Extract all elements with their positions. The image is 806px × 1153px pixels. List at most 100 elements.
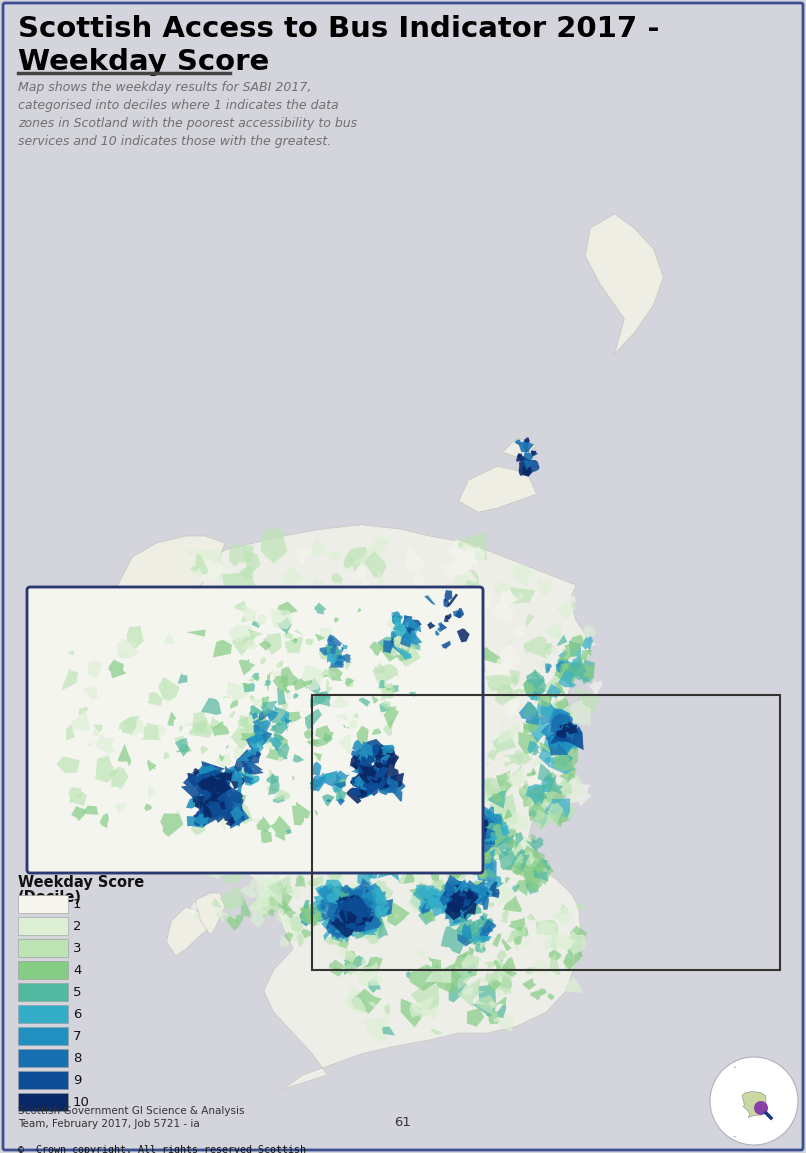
Polygon shape [516,880,530,896]
Polygon shape [335,656,346,665]
Polygon shape [457,628,470,642]
Polygon shape [375,906,388,917]
Polygon shape [555,737,567,746]
Polygon shape [284,932,293,942]
Polygon shape [339,672,356,688]
Polygon shape [461,886,488,906]
Polygon shape [350,769,377,786]
Polygon shape [274,684,300,703]
Text: Map shows the weekday results for SABI 2017,
categorised into deciles where 1 in: Map shows the weekday results for SABI 2… [18,81,357,148]
Polygon shape [322,849,334,862]
Polygon shape [526,966,536,974]
Polygon shape [375,812,384,819]
Polygon shape [332,745,350,756]
Polygon shape [334,737,354,754]
Polygon shape [461,850,481,872]
Polygon shape [207,792,214,797]
Polygon shape [222,864,246,884]
Polygon shape [342,805,368,830]
Polygon shape [300,744,326,768]
Polygon shape [226,681,251,702]
Polygon shape [511,851,530,872]
Polygon shape [490,880,516,903]
Polygon shape [356,897,368,909]
Polygon shape [563,642,580,657]
Polygon shape [222,799,236,814]
Polygon shape [534,809,553,831]
Polygon shape [351,691,372,709]
Polygon shape [534,817,550,827]
Polygon shape [492,793,502,804]
Polygon shape [443,835,455,850]
Polygon shape [380,903,391,918]
Polygon shape [363,925,372,939]
Polygon shape [344,665,353,679]
Polygon shape [193,820,199,826]
Polygon shape [505,756,511,763]
Polygon shape [450,897,468,911]
Polygon shape [556,730,567,739]
Polygon shape [359,764,375,779]
Polygon shape [462,796,469,806]
Polygon shape [336,787,348,801]
Polygon shape [342,856,354,873]
Polygon shape [403,819,431,844]
Polygon shape [480,829,494,843]
Polygon shape [193,911,200,920]
Polygon shape [235,723,247,741]
Polygon shape [347,906,364,929]
Polygon shape [392,624,402,636]
Polygon shape [299,812,310,828]
Polygon shape [454,683,484,722]
Polygon shape [332,782,346,789]
Polygon shape [235,686,270,700]
Polygon shape [239,749,254,767]
Polygon shape [435,794,446,807]
Polygon shape [234,800,260,823]
Polygon shape [310,844,330,872]
Polygon shape [361,924,370,932]
Polygon shape [476,821,496,841]
Text: (Decile): (Decile) [18,890,82,905]
Polygon shape [481,918,493,927]
Polygon shape [347,685,363,698]
Polygon shape [380,754,390,764]
Polygon shape [473,857,486,867]
Polygon shape [325,914,337,933]
Polygon shape [456,904,469,922]
Polygon shape [359,789,368,799]
Polygon shape [343,955,366,975]
Polygon shape [377,755,397,771]
Polygon shape [564,958,575,970]
Polygon shape [367,745,382,759]
Polygon shape [238,771,243,792]
Polygon shape [483,673,517,691]
Polygon shape [562,725,571,732]
Polygon shape [350,924,360,933]
Polygon shape [480,914,484,921]
Polygon shape [243,776,254,785]
Polygon shape [206,793,213,800]
Polygon shape [366,820,380,834]
Polygon shape [280,623,299,641]
Polygon shape [351,988,382,1013]
Polygon shape [314,811,318,815]
Polygon shape [366,645,380,657]
Polygon shape [243,760,264,775]
Polygon shape [496,975,503,982]
Polygon shape [364,909,382,926]
Polygon shape [306,874,323,887]
Polygon shape [563,722,578,734]
Polygon shape [348,902,368,924]
Polygon shape [422,783,430,796]
Polygon shape [537,693,554,707]
Polygon shape [528,717,549,743]
Polygon shape [554,664,577,687]
Polygon shape [314,921,320,925]
Polygon shape [351,917,362,926]
Polygon shape [252,726,268,746]
Polygon shape [353,713,359,718]
Polygon shape [414,695,434,719]
Polygon shape [359,902,366,913]
Polygon shape [460,844,468,853]
